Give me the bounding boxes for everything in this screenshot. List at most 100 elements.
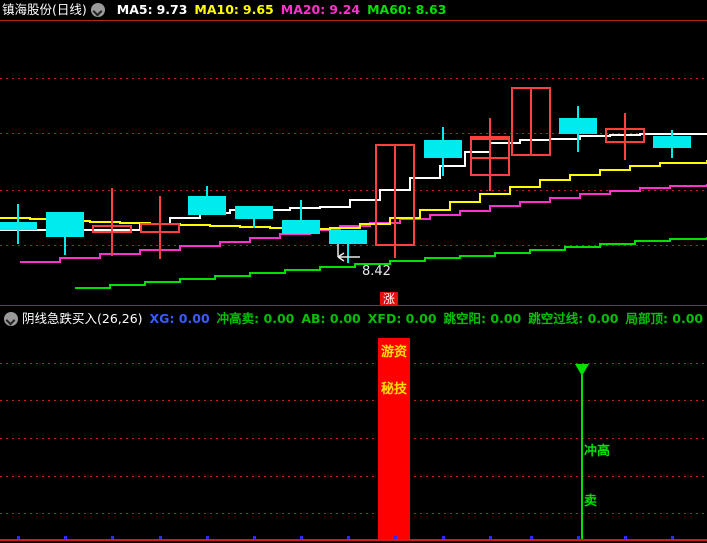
ma20-label: MA20:: [280, 2, 326, 17]
candle-body: [188, 196, 226, 215]
indicator-readouts: XG: 0.00 冲高卖: 0.00 AB: 0.00 XFD: 0.00 跳空阳: 0…: [143, 309, 707, 329]
indicator-readout-value: 0.00: [667, 311, 704, 326]
x-axis-tick-14: [671, 536, 674, 539]
x-axis-tick-9: [442, 536, 445, 539]
x-axis-tick-10: [489, 536, 492, 539]
candlestick: [375, 144, 415, 258]
candle-body: [375, 144, 415, 246]
signal-bar-youzi-miji: 游资 秘技: [378, 338, 410, 539]
pane-divider: [0, 305, 707, 306]
indicator-readout-value: 0.00: [174, 311, 210, 326]
candlestick: [470, 118, 510, 178]
indicator-readout-label: XFD:: [367, 311, 402, 326]
signal-bar-label-top: 游资: [380, 345, 408, 360]
ma20-value: 9.24: [329, 2, 361, 17]
price-gridline-1: [0, 133, 707, 134]
candlestick: [424, 127, 462, 176]
header-divider: [0, 20, 707, 21]
candle-body: [653, 136, 691, 148]
left-arrow-icon: [337, 252, 360, 262]
indicator-readout-6: 局部顶: 0.00: [625, 311, 703, 326]
candlestick: [329, 230, 367, 263]
ma60-label: MA60:: [367, 2, 412, 17]
x-axis-tick-6: [300, 536, 303, 539]
candle-body: [470, 136, 510, 159]
indicator-pane[interactable]: 游资 秘技 冲高 卖: [0, 330, 707, 539]
price-pane-header: 镇海股份(日线) MA5: 9.73 MA10: 9.65 MA20: 9.24…: [0, 0, 707, 20]
price-annotation-8-42: 8.42: [362, 264, 391, 279]
x-axis-tick-2: [111, 536, 114, 539]
sell-marker-stem: [581, 375, 583, 539]
candlestick: [511, 87, 551, 156]
ma20-readout: MA20: 9.24: [281, 0, 360, 20]
x-axis-tick-3: [159, 536, 162, 539]
x-axis-line: [0, 539, 707, 541]
x-axis-tick-0: [17, 536, 20, 539]
indicator-readout-0: XG: 0.00: [150, 311, 210, 326]
candle-body: [46, 212, 84, 237]
indicator-readout-label: XG:: [149, 311, 175, 326]
indicator-readout-3: XFD: 0.00: [368, 311, 437, 326]
candle-body: [282, 220, 320, 234]
candle-body: [511, 87, 551, 156]
indicator-gridline-3: [0, 476, 707, 477]
price-gridline-0: [0, 78, 707, 79]
indicator-readout-label: 局部顶:: [625, 311, 668, 326]
candlestick: [188, 186, 226, 215]
chevron-down-icon[interactable]: [4, 312, 18, 326]
candlestick: [605, 113, 645, 160]
candlestick: [653, 130, 691, 158]
ma60-readout: MA60: 8.63: [367, 0, 446, 20]
indicator-readout-label: 冲高卖:: [216, 311, 260, 326]
x-axis-tick-5: [253, 536, 256, 539]
indicator-readout-label: 跳空过线:: [528, 311, 584, 326]
ma60-value: 8.63: [415, 2, 447, 17]
x-axis-tick-11: [530, 536, 533, 539]
x-axis-tick-8: [394, 536, 397, 539]
sell-marker-label-top: 冲高: [584, 444, 611, 459]
candlestick: [0, 204, 37, 244]
indicator-gridline-4: [0, 513, 707, 514]
indicator-gridline-1: [0, 400, 707, 401]
price-chart-pane[interactable]: 8.42 涨: [0, 21, 707, 305]
candle-body: [424, 140, 462, 158]
indicator-gridline-2: [0, 438, 707, 439]
ma5-value: 9.73: [156, 2, 188, 17]
indicator-readout-value: 0.00: [486, 311, 522, 326]
ma5-readout: MA5: 9.73: [117, 0, 188, 20]
indicator-readout-value: 0.00: [325, 311, 361, 326]
candlestick: [92, 188, 132, 256]
candle-body: [140, 223, 180, 233]
ma10-value: 9.65: [242, 2, 274, 17]
indicator-readout-1: 冲高卖: 0.00: [217, 311, 295, 326]
candlestick: [282, 200, 320, 234]
candlestick: [140, 196, 180, 259]
indicator-title: 阴线急跌买入(26,26): [22, 311, 143, 326]
signal-bar-label-bottom: 秘技: [380, 382, 408, 397]
candlestick: [559, 106, 597, 152]
candlestick: [46, 212, 84, 255]
indicator-gridline-0: [0, 363, 707, 364]
ma10-readout: MA10: 9.65: [194, 0, 273, 20]
arrow-down-icon: [575, 364, 589, 376]
indicator-readout-label: AB:: [301, 311, 326, 326]
price-gridline-2: [0, 190, 707, 191]
indicator-pane-header: 阴线急跌买入(26,26) XG: 0.00 冲高卖: 0.00 AB: 0.00 X…: [0, 309, 707, 329]
x-axis-tick-13: [624, 536, 627, 539]
candle-body: [235, 206, 273, 219]
indicator-readout-value: 0.00: [401, 311, 437, 326]
status-badge-up: 涨: [380, 292, 399, 305]
ma-line-ma5: [0, 133, 707, 231]
chevron-down-icon[interactable]: [90, 3, 105, 17]
x-axis-tick-1: [64, 536, 67, 539]
candle-body: [605, 128, 645, 143]
indicator-readout-value: 0.00: [583, 311, 619, 326]
indicator-readout-2: AB: 0.00: [301, 311, 360, 326]
candlestick: [235, 206, 273, 228]
page-title: 镇海股份(日线): [2, 2, 87, 17]
x-axis-tick-7: [347, 536, 350, 539]
candle-body: [559, 118, 597, 134]
ma-line-ma10: [0, 160, 707, 230]
candle-body: [329, 230, 367, 244]
